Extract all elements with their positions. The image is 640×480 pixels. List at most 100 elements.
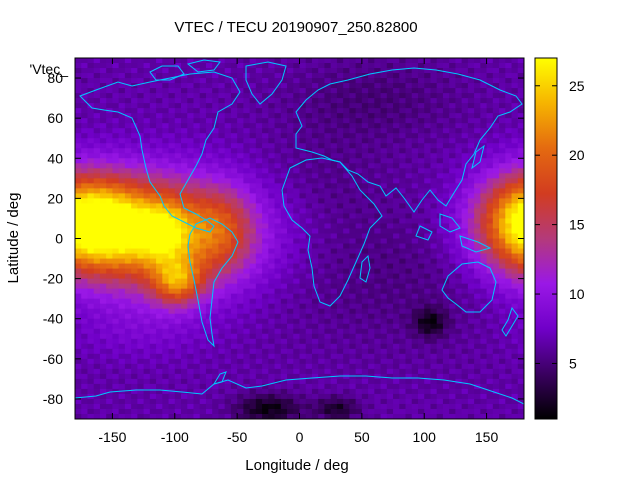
heatmap-cell	[411, 98, 419, 104]
heatmap-cell	[411, 313, 419, 320]
heatmap-cell	[143, 68, 151, 74]
heatmap-cell	[131, 173, 138, 179]
heatmap-cell	[212, 158, 220, 164]
heatmap-cell	[399, 78, 407, 84]
heatmap-cell	[349, 183, 357, 189]
heatmap-cell	[442, 248, 450, 255]
heatmap-cell	[474, 198, 481, 204]
heatmap-cell	[112, 218, 120, 225]
heatmap-cell	[274, 258, 282, 265]
heatmap-cell	[137, 293, 145, 300]
heatmap-cell	[218, 348, 226, 355]
heatmap-cell	[262, 93, 269, 99]
heatmap-cell	[162, 248, 170, 255]
heatmap-cell	[212, 303, 220, 310]
heatmap-cell	[174, 183, 182, 189]
heatmap-cell	[511, 293, 519, 300]
heatmap-cell	[442, 73, 450, 79]
heatmap-cell	[455, 68, 463, 74]
heatmap-cell	[118, 308, 126, 315]
heatmap-cell	[118, 173, 126, 179]
heatmap-cell	[455, 368, 463, 375]
heatmap-cell	[199, 73, 207, 79]
heatmap-cell	[399, 213, 407, 220]
heatmap-cell	[149, 228, 157, 235]
heatmap-cell	[343, 68, 350, 74]
heatmap-cell	[386, 118, 394, 124]
heatmap-cell	[330, 248, 338, 255]
heatmap-cell	[361, 118, 369, 124]
heatmap-cell	[174, 383, 182, 390]
heatmap-cell	[368, 273, 375, 280]
heatmap-cell	[174, 123, 182, 129]
heatmap-cell	[174, 238, 182, 245]
heatmap-cell	[386, 358, 394, 365]
heatmap-cell	[112, 303, 120, 310]
heatmap-cell	[293, 118, 301, 124]
heatmap-cell	[287, 238, 294, 245]
heatmap-cell	[393, 198, 400, 204]
heatmap-cell	[131, 383, 138, 390]
heatmap-cell	[299, 103, 307, 109]
heatmap-cell	[486, 98, 494, 104]
heatmap-cell	[467, 388, 475, 395]
heatmap-cell	[380, 143, 388, 149]
heatmap-cell	[156, 268, 163, 275]
heatmap-cell	[124, 313, 132, 320]
heatmap-cell	[474, 58, 481, 64]
heatmap-cell	[212, 233, 220, 240]
heatmap-cell	[330, 338, 338, 345]
heatmap-cell	[505, 88, 513, 94]
heatmap-cell	[274, 68, 282, 74]
heatmap-cell	[230, 168, 238, 174]
heatmap-cell	[324, 398, 332, 405]
heatmap-cell	[87, 263, 95, 270]
heatmap-cell	[156, 278, 163, 285]
heatmap-cell	[455, 358, 463, 365]
heatmap-cell	[81, 163, 89, 169]
heatmap-cell	[212, 353, 220, 360]
heatmap-cell	[474, 293, 481, 300]
heatmap-cell	[499, 248, 506, 255]
heatmap-cell	[336, 398, 344, 405]
heatmap-cell	[517, 283, 524, 290]
heatmap-cell	[205, 148, 213, 154]
heatmap-cell	[311, 183, 319, 189]
heatmap-cell	[287, 163, 294, 169]
heatmap-cell	[318, 278, 326, 285]
heatmap-cell	[324, 163, 332, 169]
heatmap-cell	[324, 178, 332, 184]
heatmap-cell	[199, 113, 207, 119]
heatmap-cell	[299, 378, 307, 385]
heatmap-cell	[112, 278, 120, 285]
heatmap-cell	[486, 303, 494, 310]
heatmap-cell	[399, 98, 407, 104]
heatmap-cell	[181, 218, 188, 225]
heatmap-cell	[299, 343, 307, 350]
heatmap-cell	[249, 108, 257, 114]
heatmap-cell	[224, 228, 232, 235]
heatmap-cell	[87, 383, 95, 390]
heatmap-cell	[361, 368, 369, 375]
heatmap-cell	[293, 83, 301, 89]
heatmap-cell	[293, 143, 301, 149]
heatmap-cell	[474, 173, 481, 179]
heatmap-cell	[212, 178, 220, 184]
heatmap-cell	[149, 208, 157, 215]
heatmap-cell	[87, 93, 95, 99]
heatmap-cell	[124, 153, 132, 159]
heatmap-cell	[424, 238, 432, 245]
heatmap-cell	[268, 263, 276, 270]
heatmap-cell	[393, 193, 400, 199]
heatmap-cell	[218, 213, 226, 220]
heatmap-cell	[492, 138, 500, 144]
heatmap-cell	[112, 108, 120, 114]
heatmap-cell	[124, 268, 132, 275]
heatmap-cell	[149, 203, 157, 210]
heatmap-cell	[199, 103, 207, 109]
heatmap-cell	[368, 203, 375, 210]
heatmap-cell	[318, 398, 326, 405]
heatmap-cell	[224, 123, 232, 129]
heatmap-cell	[124, 243, 132, 250]
heatmap-cell	[417, 123, 425, 129]
